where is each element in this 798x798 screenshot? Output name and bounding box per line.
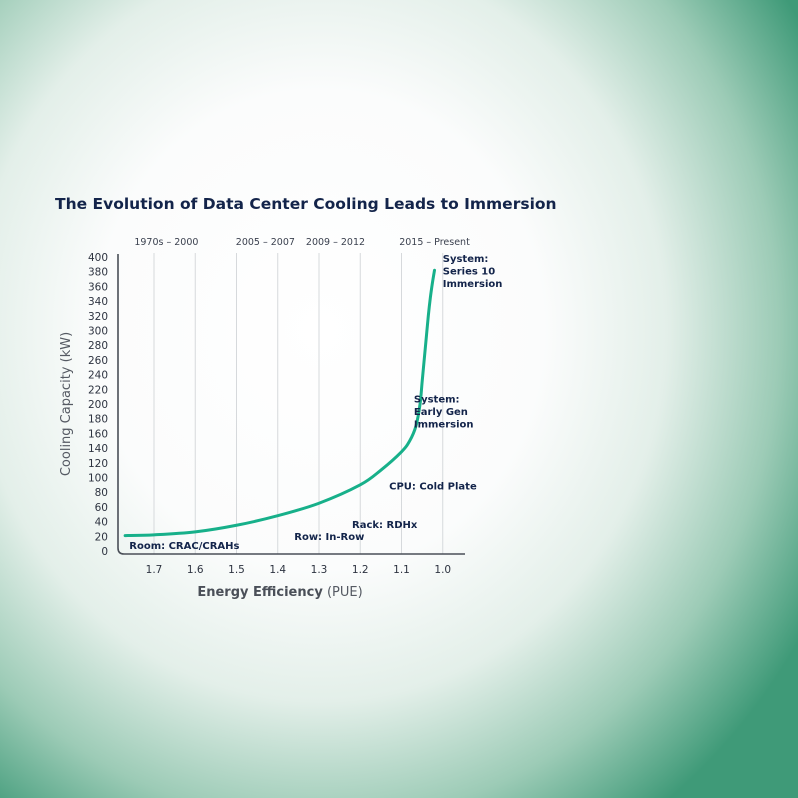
y-tick-label: 160 — [88, 428, 108, 440]
y-tick-label: 320 — [88, 311, 108, 323]
x-tick-label: 1.5 — [228, 564, 245, 576]
x-axis-label: Energy Efficiency (PUE) — [197, 585, 362, 600]
axis-lines — [117, 254, 465, 555]
annotation-line: Early Gen — [414, 407, 468, 418]
y-tick-label: 380 — [88, 267, 108, 279]
x-tick-label: 1.3 — [311, 564, 328, 576]
annotation-line: Room: CRAC/CRAHs — [129, 541, 239, 552]
x-tick-label: 1.0 — [434, 564, 451, 576]
y-tick-label: 80 — [95, 487, 108, 499]
y-tick-label: 140 — [88, 443, 108, 455]
y-tick-label: 360 — [88, 281, 108, 293]
y-tick-label: 300 — [88, 326, 108, 338]
x-tick-label: 1.1 — [393, 564, 410, 576]
series — [123, 268, 436, 538]
era-label: 2009 – 2012 — [306, 237, 365, 248]
y-tick-label: 220 — [88, 384, 108, 396]
y-tick-label: 200 — [88, 399, 108, 411]
x-tick-label: 1.6 — [187, 564, 204, 576]
era-labels: 1970s – 2000 2005 – 2007 2009 – 2012 2015 –… — [134, 237, 470, 248]
y-tick-label: 40 — [95, 517, 108, 529]
annotation-line: Row: In-Row — [294, 532, 364, 543]
annotation-line: Rack: RDHx — [352, 520, 418, 531]
x-tick-label: 1.7 — [146, 564, 163, 576]
x-axis-label-unit: (PUE) — [327, 585, 363, 600]
annotation-line: System: — [414, 395, 460, 406]
x-axis-label-main: Energy Efficiency — [197, 585, 323, 600]
y-tick-label: 120 — [88, 458, 108, 470]
annotation-line: System: — [443, 254, 489, 265]
y-tick-label: 180 — [88, 414, 108, 426]
y-tick-label: 20 — [95, 531, 108, 543]
x-tick-label: 1.4 — [269, 564, 286, 576]
annotation-label: System: Early Gen Immersion — [414, 395, 474, 431]
y-axis-label: Cooling Capacity (kW) — [59, 332, 74, 476]
y-tick-label: 0 — [101, 546, 108, 558]
annotation-line: CPU: Cold Plate — [389, 481, 477, 492]
series-line — [123, 268, 436, 538]
era-label: 1970s – 2000 — [134, 237, 198, 248]
y-tick-label: 260 — [88, 355, 108, 367]
x-tick-label: 1.2 — [352, 564, 369, 576]
y-tick-label: 280 — [88, 340, 108, 352]
axes — [117, 254, 465, 555]
annotation-label: System: Series 10 Immersion — [443, 254, 503, 290]
era-label: 2015 – Present — [399, 237, 470, 248]
gridlines — [153, 253, 444, 554]
annotation-label: Room: CRAC/CRAHs — [129, 541, 239, 552]
chart-title: The Evolution of Data Center Cooling Lea… — [55, 195, 557, 213]
y-tick-label: 400 — [88, 252, 108, 264]
annotation-label: Rack: RDHx — [352, 520, 418, 531]
y-tick-labels: 0 20 40 60 80 100 120 140 160 180 200 220 240 260 280 3… — [88, 252, 108, 558]
y-tick-label: 100 — [88, 473, 108, 485]
annotation-line: Immersion — [414, 420, 474, 431]
annotation-label: Row: In-Row — [294, 532, 364, 543]
annotation-line: Immersion — [443, 279, 503, 290]
annotation-line: Series 10 — [443, 267, 496, 278]
annotation-label: CPU: Cold Plate — [389, 481, 477, 492]
y-tick-label: 60 — [95, 502, 108, 514]
era-label: 2005 – 2007 — [236, 237, 295, 248]
y-tick-label: 340 — [88, 296, 108, 308]
x-tick-labels: 1.7 1.6 1.5 1.4 1.3 1.2 1.1 1.0 — [146, 564, 451, 576]
y-tick-label: 240 — [88, 370, 108, 382]
